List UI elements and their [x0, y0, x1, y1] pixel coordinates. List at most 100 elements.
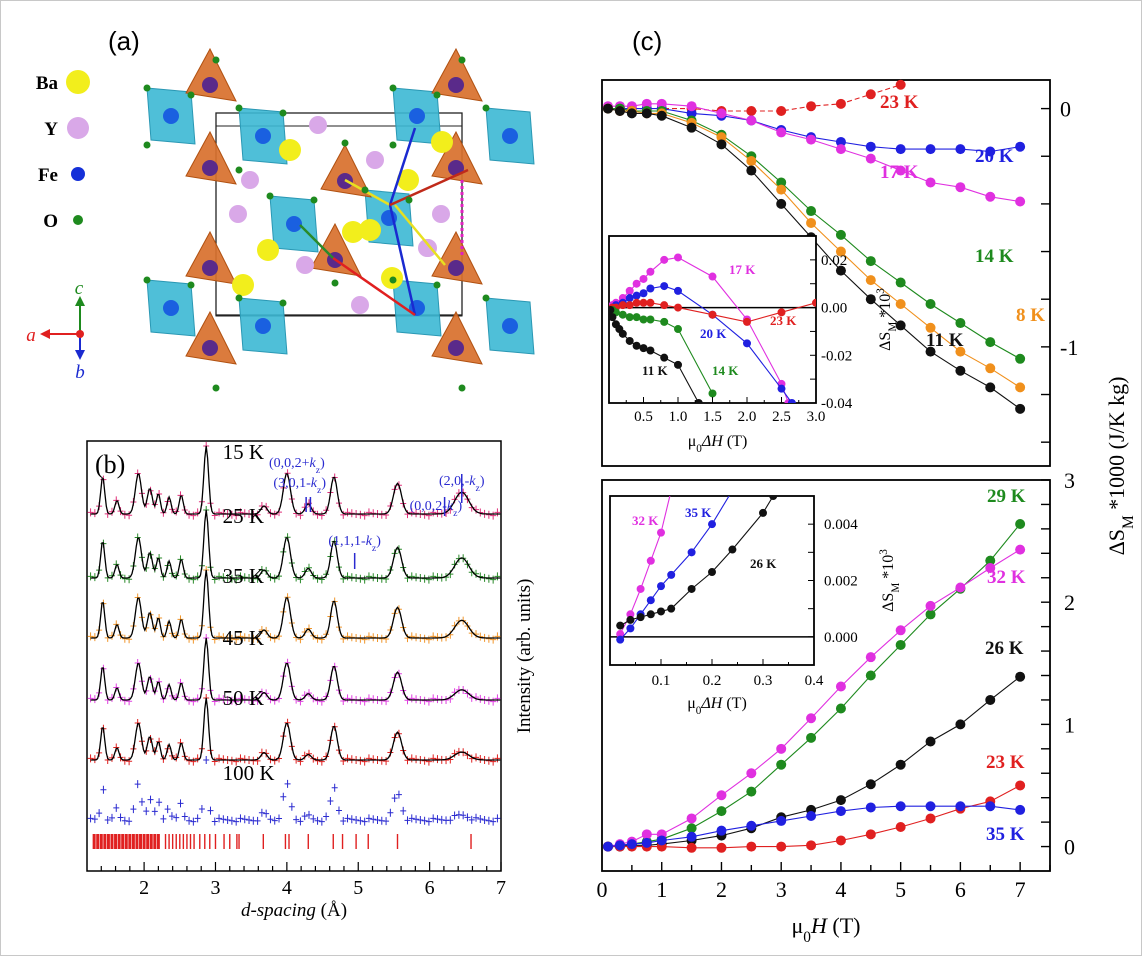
c-top-inset-series [609, 253, 816, 403]
observed-point [340, 574, 347, 583]
y-atom-0 [309, 116, 327, 134]
observed-point [395, 790, 402, 799]
observed-point [370, 633, 377, 642]
observed-point [143, 807, 150, 816]
ba-atom-0 [279, 139, 301, 161]
inset-y-tick-label: 0.00 [821, 301, 847, 317]
o-atom-0 [143, 84, 151, 92]
observed-point [481, 815, 488, 824]
observed-point [408, 508, 415, 517]
x-tick-label: 3 [210, 877, 220, 899]
observed-point [190, 575, 197, 584]
observed-point [254, 574, 261, 583]
data-point [625, 294, 634, 303]
data-point [776, 184, 787, 195]
inset-series-label-20k: 20 K [700, 326, 727, 341]
data-point [674, 286, 682, 295]
observed-point [434, 815, 441, 824]
observed-point [108, 813, 115, 822]
data-point [1015, 518, 1026, 529]
data-point [776, 743, 787, 754]
observed-point [190, 757, 197, 766]
observed-point [211, 575, 218, 584]
observed-point [314, 574, 321, 583]
observed-point [263, 809, 270, 818]
observed-point [173, 571, 180, 580]
fe-tetrahedron-5 [185, 310, 237, 365]
observed-point [237, 754, 244, 763]
o-atom-8 [389, 141, 397, 149]
data-point [1015, 141, 1026, 152]
data-point [694, 399, 703, 403]
data-point [835, 806, 846, 817]
observed-point [96, 809, 103, 818]
legend-label-fe: Fe [38, 165, 58, 186]
observed-point [156, 798, 163, 807]
legend-marker-o [73, 215, 83, 225]
observed-point [87, 754, 94, 763]
exchange-path-5 [332, 256, 416, 317]
observed-point [87, 572, 94, 581]
data-point [925, 736, 936, 747]
observed-point [370, 815, 377, 824]
observed-pattern-100k [87, 756, 501, 826]
data-point [667, 604, 676, 613]
data-point [641, 98, 652, 109]
data-point [639, 274, 648, 283]
observed-point [301, 812, 308, 821]
observed-point [408, 814, 415, 823]
data-point [865, 256, 876, 267]
temperature-label-50k: 50 K [223, 686, 264, 710]
observed-point [344, 572, 351, 581]
inset-x-tick-label: 1.5 [703, 409, 722, 425]
temperature-label-35k: 35 K [223, 564, 264, 588]
data-point [985, 146, 996, 157]
data-point [985, 801, 996, 812]
observed-point [241, 815, 248, 824]
unit-cell-outline-back [215, 125, 463, 317]
c-y-axis-label: ΔSM *1000 (J/K kg) [1104, 377, 1137, 556]
inset-series-label-17k: 17 K [729, 262, 756, 277]
observed-point [318, 575, 325, 584]
data-point [625, 286, 634, 295]
series-label-14k: 14 K [975, 246, 1014, 267]
fit-curve-35k [90, 569, 501, 639]
reflection-label: (0,0,2-kz) [410, 499, 463, 519]
observed-point [228, 574, 235, 583]
observed-point [228, 756, 235, 765]
data-point [609, 313, 617, 322]
fe-tetrahedron-8 [320, 143, 372, 198]
observed-point [348, 573, 355, 582]
fit-curve-50k [90, 697, 501, 761]
data-point [674, 303, 682, 312]
series-label-35k: 35 K [986, 824, 1025, 845]
o-atom-21 [212, 56, 220, 64]
y-atom-7 [351, 296, 369, 314]
ba-atom-7 [359, 219, 381, 241]
observed-point [365, 814, 372, 823]
observed-point [413, 695, 420, 704]
data-point [716, 790, 727, 801]
o-atom-10 [143, 276, 151, 284]
data-point [616, 621, 625, 630]
inset-y-tick-label: -0.02 [821, 348, 852, 364]
observed-point [494, 508, 501, 517]
observed-point [490, 757, 497, 766]
c-top-inset-series-23k [609, 298, 816, 326]
observed-point [408, 632, 415, 641]
observed-point [357, 634, 364, 643]
data-point [925, 144, 936, 155]
inset-series-label-11k: 11 K [642, 363, 669, 378]
observed-point [383, 635, 390, 644]
observed-point [216, 694, 223, 703]
inset-y-tick-label: 0.004 [824, 517, 858, 533]
reflection-label: (1,1,1-kz) [328, 534, 381, 554]
observed-point [494, 814, 501, 823]
o-atom-3 [235, 104, 243, 112]
observed-point [365, 572, 372, 581]
series-label-20k: 20 K [975, 146, 1014, 167]
legend-marker-y [67, 117, 89, 139]
data-point [985, 562, 996, 573]
data-point [812, 298, 816, 307]
observed-point [344, 814, 351, 823]
